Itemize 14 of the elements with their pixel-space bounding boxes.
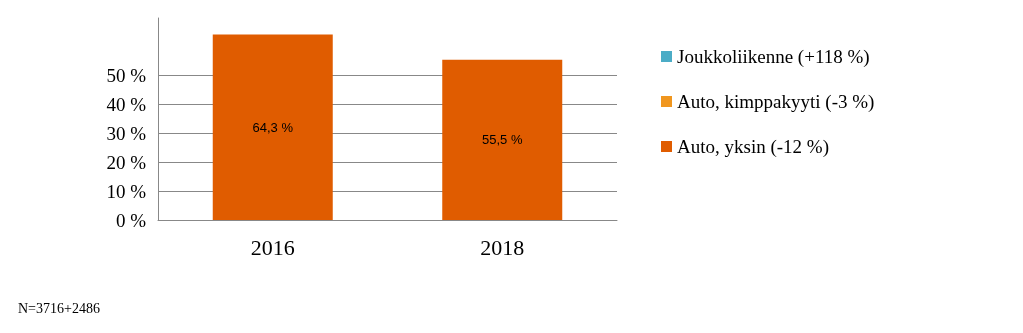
y-tick-label: 10 % <box>106 180 147 202</box>
y-tick-label: 40 % <box>106 94 147 116</box>
y-tick-label: 0 % <box>115 209 147 231</box>
data-label: 64,3 % <box>252 119 294 135</box>
y-tick-label: 50 % <box>106 65 147 87</box>
text: N=3716+2486 <box>18 300 100 316</box>
y-tick-label: 30 % <box>106 122 147 144</box>
data-label: 55,5 % <box>482 132 523 148</box>
legend-label: Auto, kimppakyyti (-3 %) <box>677 91 875 113</box>
x-tick-label: 2018 <box>480 234 525 260</box>
legend-label: Auto, yksin (-12 %) <box>677 136 829 158</box>
legend-label: Joukkoliikenne (+118 %) <box>677 46 870 68</box>
x-tick-label: 2016 <box>250 234 295 260</box>
y-tick-label: 20 % <box>106 151 147 173</box>
